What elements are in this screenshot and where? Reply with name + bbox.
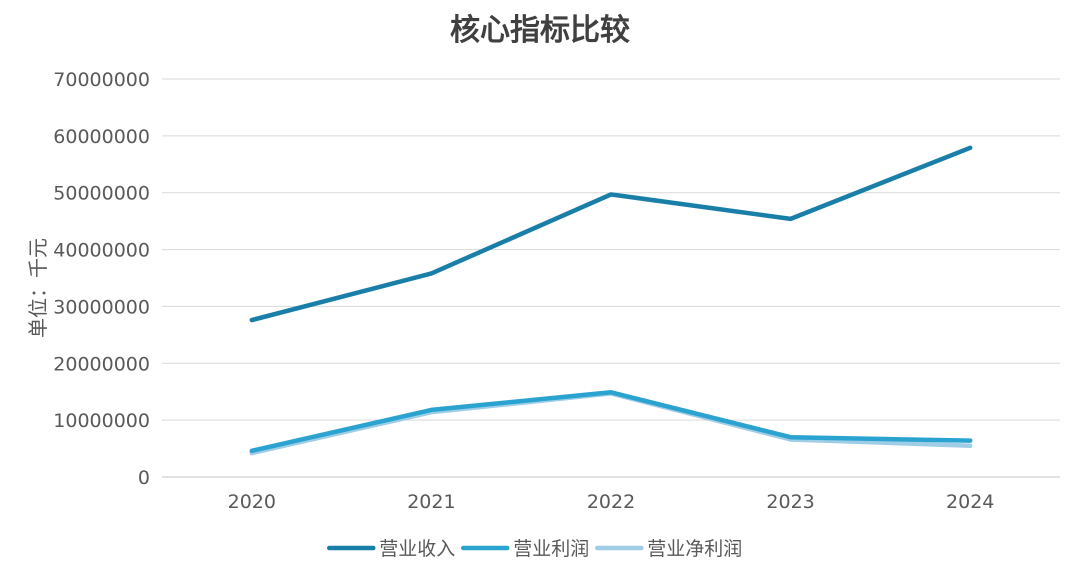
legend-label-1: 营业收入 (379, 538, 455, 560)
series-line-1 (249, 145, 973, 323)
y-tick-label: 30000000 (53, 296, 150, 318)
y-tick-label: 50000000 (53, 183, 150, 205)
x-tick-label: 2020 (228, 491, 276, 513)
x-tick-label: 2021 (407, 491, 455, 513)
y-tick-label: 0 (138, 467, 150, 489)
y-tick-label: 70000000 (53, 69, 150, 91)
series-layer (249, 145, 973, 456)
x-axis-ticks: 2020 2021 2022 2023 2024 (228, 491, 995, 513)
x-tick-label: 2022 (587, 491, 635, 513)
legend-label-3: 营业净利润 (647, 538, 742, 560)
y-axis-label: 单位：千元 (26, 238, 50, 338)
y-tick-label: 10000000 (53, 410, 150, 432)
y-tick-label: 60000000 (53, 126, 150, 148)
x-tick-label: 2024 (946, 491, 994, 513)
y-tick-label: 40000000 (53, 240, 150, 262)
series-line-2 (249, 390, 973, 454)
series-line-3 (249, 391, 973, 456)
y-axis-ticks: 0 10000000 20000000 30000000 40000000 5000000… (53, 69, 150, 489)
legend-label-2: 营业利润 (513, 538, 589, 560)
y-tick-label: 20000000 (53, 353, 150, 375)
grid-layer (162, 78, 1060, 478)
chart-title: 核心指标比较 (450, 13, 630, 48)
x-tick-label: 2023 (766, 491, 814, 513)
legend: 营业收入 营业利润 营业净利润 (327, 538, 742, 560)
